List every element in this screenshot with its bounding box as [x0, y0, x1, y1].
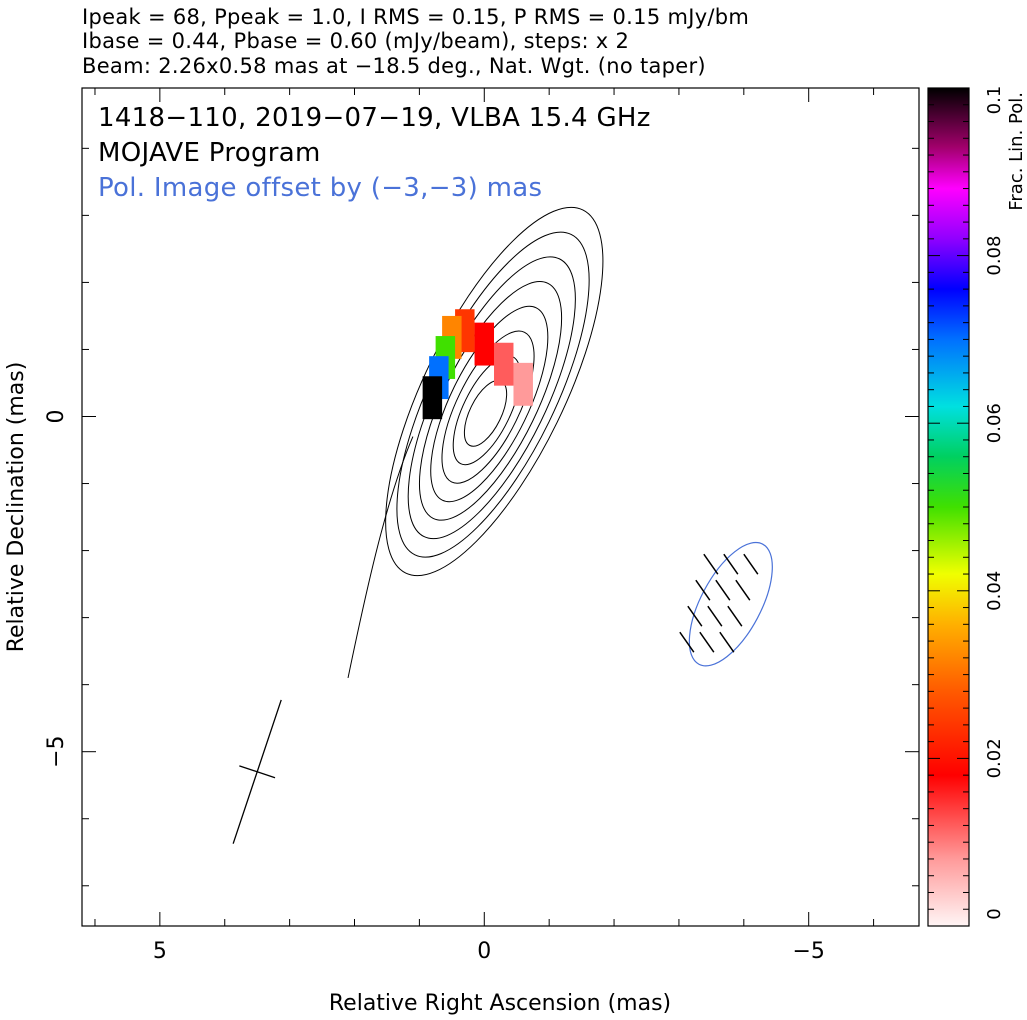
- stokes-i-contours: [347, 206, 604, 679]
- stokes-i-contour-level: [463, 380, 508, 447]
- frac-pol-pixel: [422, 376, 443, 420]
- evpa-stick: [699, 631, 715, 653]
- evpa-stick: [719, 631, 735, 653]
- colorbar-tick-label: 0.02: [984, 738, 1005, 778]
- evpa-stick: [679, 631, 695, 653]
- evpa-stick: [727, 605, 743, 627]
- frac-pol-pixel: [474, 322, 495, 366]
- x-tick-label: 5: [153, 939, 167, 964]
- stokes-i-contour-level: [441, 330, 535, 484]
- x-tick-label: −5: [792, 939, 824, 964]
- frac-pol-pixel: [513, 362, 533, 406]
- colorbar-tick-label: 0.1: [984, 86, 1005, 115]
- plot-area: [232, 206, 773, 844]
- colorbar-ticks: 0 0.02 0.04 0.06 0.08 0.1: [928, 86, 1005, 927]
- x-tick-label: 0: [477, 939, 491, 964]
- plot-frame: [81, 87, 920, 927]
- y-tick-label: −5: [44, 735, 69, 767]
- evpa-stick: [723, 553, 739, 575]
- axis-ticks: [82, 88, 919, 926]
- evpa-sticks: [679, 553, 759, 653]
- colorbar-gradient: [928, 88, 969, 926]
- polarized-intensity-contour: [688, 541, 773, 667]
- frac-pol-pixel: [494, 342, 514, 386]
- stokes-i-contour-level: [430, 305, 549, 503]
- fractional-polarization-map: [422, 309, 533, 420]
- header-line-3: Beam: 2.26x0.58 mas at −18.5 deg., Nat. …: [82, 54, 706, 78]
- pol-offset-annotation: Pol. Image offset by (−3,−3) mas: [98, 173, 543, 203]
- colorbar-tick-label: 0.08: [984, 236, 1005, 276]
- evpa-stick: [695, 579, 711, 601]
- program-annotation: MOJAVE Program: [98, 138, 321, 168]
- evpa-stick: [743, 553, 759, 575]
- beam-minor-axis: [239, 765, 276, 779]
- beam-cross: [232, 699, 282, 844]
- y-tick-label: 0: [44, 409, 69, 423]
- stokes-i-contour-level: [385, 206, 604, 577]
- colorbar-tick-label: 0: [984, 908, 1005, 919]
- evpa-stick: [715, 579, 731, 601]
- evpa-stick: [687, 605, 703, 627]
- y-axis-label: Relative Declination (mas): [4, 362, 29, 653]
- header-line-2: Ibase = 0.44, Pbase = 0.60 (mJy/beam), s…: [82, 29, 630, 53]
- colorbar-label: Frac. Lin. Pol.: [1006, 92, 1027, 211]
- colorbar: 0 0.02 0.04 0.06 0.08 0.1 Frac. Lin. Pol.: [927, 86, 1027, 927]
- colorbar-tick-label: 0.06: [984, 403, 1005, 443]
- source-annotation: 1418−110, 2019−07−19, VLBA 15.4 GHz: [98, 103, 651, 133]
- x-axis-label: Relative Right Ascension (mas): [329, 991, 671, 1016]
- header-line-1: Ipeak = 68, Ppeak = 1.0, I RMS = 0.15, P…: [82, 5, 750, 29]
- stokes-i-contour-level: [418, 281, 563, 521]
- axis-tick-labels: 5 0 −5 0 −5: [44, 409, 825, 964]
- evpa-stick: [735, 579, 751, 601]
- jet-tail-contour: [347, 436, 414, 679]
- pol-intensity-contour: [688, 541, 773, 667]
- evpa-stick: [703, 553, 719, 575]
- colorbar-tick-label: 0.04: [984, 571, 1005, 611]
- evpa-stick: [707, 605, 723, 627]
